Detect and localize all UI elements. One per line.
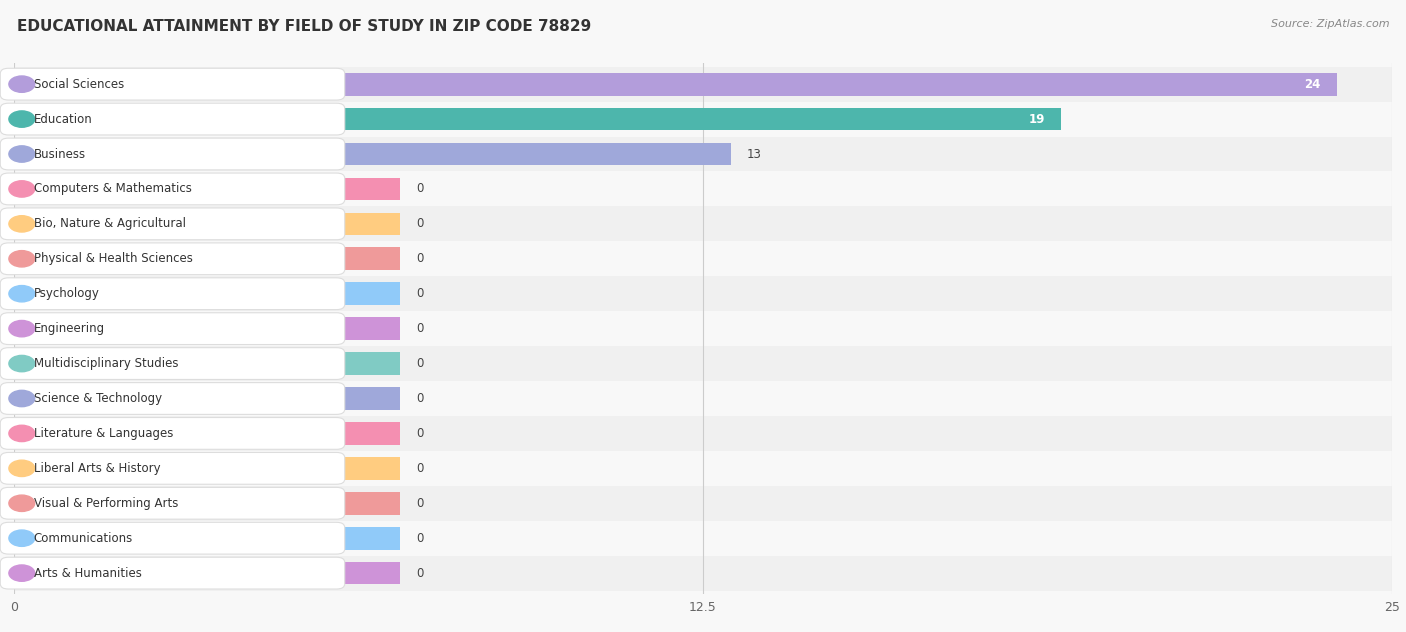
Circle shape xyxy=(8,216,35,232)
Bar xyxy=(14,248,399,270)
Text: 0: 0 xyxy=(416,322,423,335)
FancyBboxPatch shape xyxy=(0,418,344,449)
Circle shape xyxy=(8,530,35,547)
FancyBboxPatch shape xyxy=(0,382,344,415)
Bar xyxy=(14,457,399,480)
Bar xyxy=(14,422,399,445)
Text: 19: 19 xyxy=(1028,112,1045,126)
FancyBboxPatch shape xyxy=(0,208,344,240)
Bar xyxy=(14,521,1392,556)
FancyBboxPatch shape xyxy=(0,348,344,379)
Text: Multidisciplinary Studies: Multidisciplinary Studies xyxy=(34,357,179,370)
Bar xyxy=(14,556,1392,590)
Text: 0: 0 xyxy=(416,462,423,475)
Text: Communications: Communications xyxy=(34,532,132,545)
Bar xyxy=(14,102,1392,137)
Text: Business: Business xyxy=(34,147,86,161)
Bar xyxy=(14,416,1392,451)
Bar xyxy=(14,346,1392,381)
Bar xyxy=(14,207,1392,241)
Circle shape xyxy=(8,146,35,162)
Text: Science & Technology: Science & Technology xyxy=(34,392,162,405)
Circle shape xyxy=(8,286,35,302)
Bar xyxy=(14,178,399,200)
Bar xyxy=(14,352,399,375)
FancyBboxPatch shape xyxy=(0,487,344,519)
Bar xyxy=(14,562,399,585)
Bar xyxy=(14,212,399,235)
Text: Arts & Humanities: Arts & Humanities xyxy=(34,567,142,580)
Bar xyxy=(14,381,1392,416)
FancyBboxPatch shape xyxy=(0,278,344,310)
Text: 0: 0 xyxy=(416,287,423,300)
Bar xyxy=(14,67,1392,102)
FancyBboxPatch shape xyxy=(0,68,344,100)
Text: 0: 0 xyxy=(416,392,423,405)
Text: 0: 0 xyxy=(416,567,423,580)
Circle shape xyxy=(8,111,35,127)
Circle shape xyxy=(8,320,35,337)
Circle shape xyxy=(8,565,35,581)
Bar xyxy=(14,486,1392,521)
Bar xyxy=(14,311,1392,346)
Bar xyxy=(14,451,1392,486)
Text: 0: 0 xyxy=(416,427,423,440)
Bar xyxy=(14,387,399,410)
Text: Literature & Languages: Literature & Languages xyxy=(34,427,173,440)
FancyBboxPatch shape xyxy=(0,138,344,170)
Text: Engineering: Engineering xyxy=(34,322,104,335)
Text: Source: ZipAtlas.com: Source: ZipAtlas.com xyxy=(1271,19,1389,29)
Text: Computers & Mathematics: Computers & Mathematics xyxy=(34,183,191,195)
Text: 0: 0 xyxy=(416,183,423,195)
Circle shape xyxy=(8,251,35,267)
Text: Bio, Nature & Agricultural: Bio, Nature & Agricultural xyxy=(34,217,186,230)
FancyBboxPatch shape xyxy=(0,173,344,205)
Text: 0: 0 xyxy=(416,217,423,230)
Bar xyxy=(14,143,731,166)
Text: Visual & Performing Arts: Visual & Performing Arts xyxy=(34,497,179,510)
Bar xyxy=(14,276,1392,311)
Text: Education: Education xyxy=(34,112,93,126)
Text: EDUCATIONAL ATTAINMENT BY FIELD OF STUDY IN ZIP CODE 78829: EDUCATIONAL ATTAINMENT BY FIELD OF STUDY… xyxy=(17,19,591,34)
Text: Physical & Health Sciences: Physical & Health Sciences xyxy=(34,252,193,265)
FancyBboxPatch shape xyxy=(0,453,344,484)
FancyBboxPatch shape xyxy=(0,243,344,275)
Text: Psychology: Psychology xyxy=(34,287,100,300)
Circle shape xyxy=(8,391,35,406)
Text: 0: 0 xyxy=(416,497,423,510)
Bar xyxy=(14,241,1392,276)
FancyBboxPatch shape xyxy=(0,522,344,554)
Text: 0: 0 xyxy=(416,252,423,265)
Circle shape xyxy=(8,425,35,442)
Circle shape xyxy=(8,76,35,92)
Bar xyxy=(14,283,399,305)
Bar xyxy=(14,527,399,550)
Circle shape xyxy=(8,181,35,197)
Text: Liberal Arts & History: Liberal Arts & History xyxy=(34,462,160,475)
Bar xyxy=(14,171,1392,207)
Text: 13: 13 xyxy=(747,147,762,161)
FancyBboxPatch shape xyxy=(0,103,344,135)
Circle shape xyxy=(8,355,35,372)
FancyBboxPatch shape xyxy=(0,313,344,344)
Circle shape xyxy=(8,495,35,511)
Bar xyxy=(14,317,399,340)
Text: 24: 24 xyxy=(1303,78,1320,90)
Text: 0: 0 xyxy=(416,357,423,370)
Bar xyxy=(14,492,399,514)
FancyBboxPatch shape xyxy=(0,557,344,589)
Circle shape xyxy=(8,460,35,477)
Text: 0: 0 xyxy=(416,532,423,545)
Bar xyxy=(14,107,1062,130)
Bar xyxy=(14,73,1337,95)
Text: Social Sciences: Social Sciences xyxy=(34,78,124,90)
Bar xyxy=(14,137,1392,171)
